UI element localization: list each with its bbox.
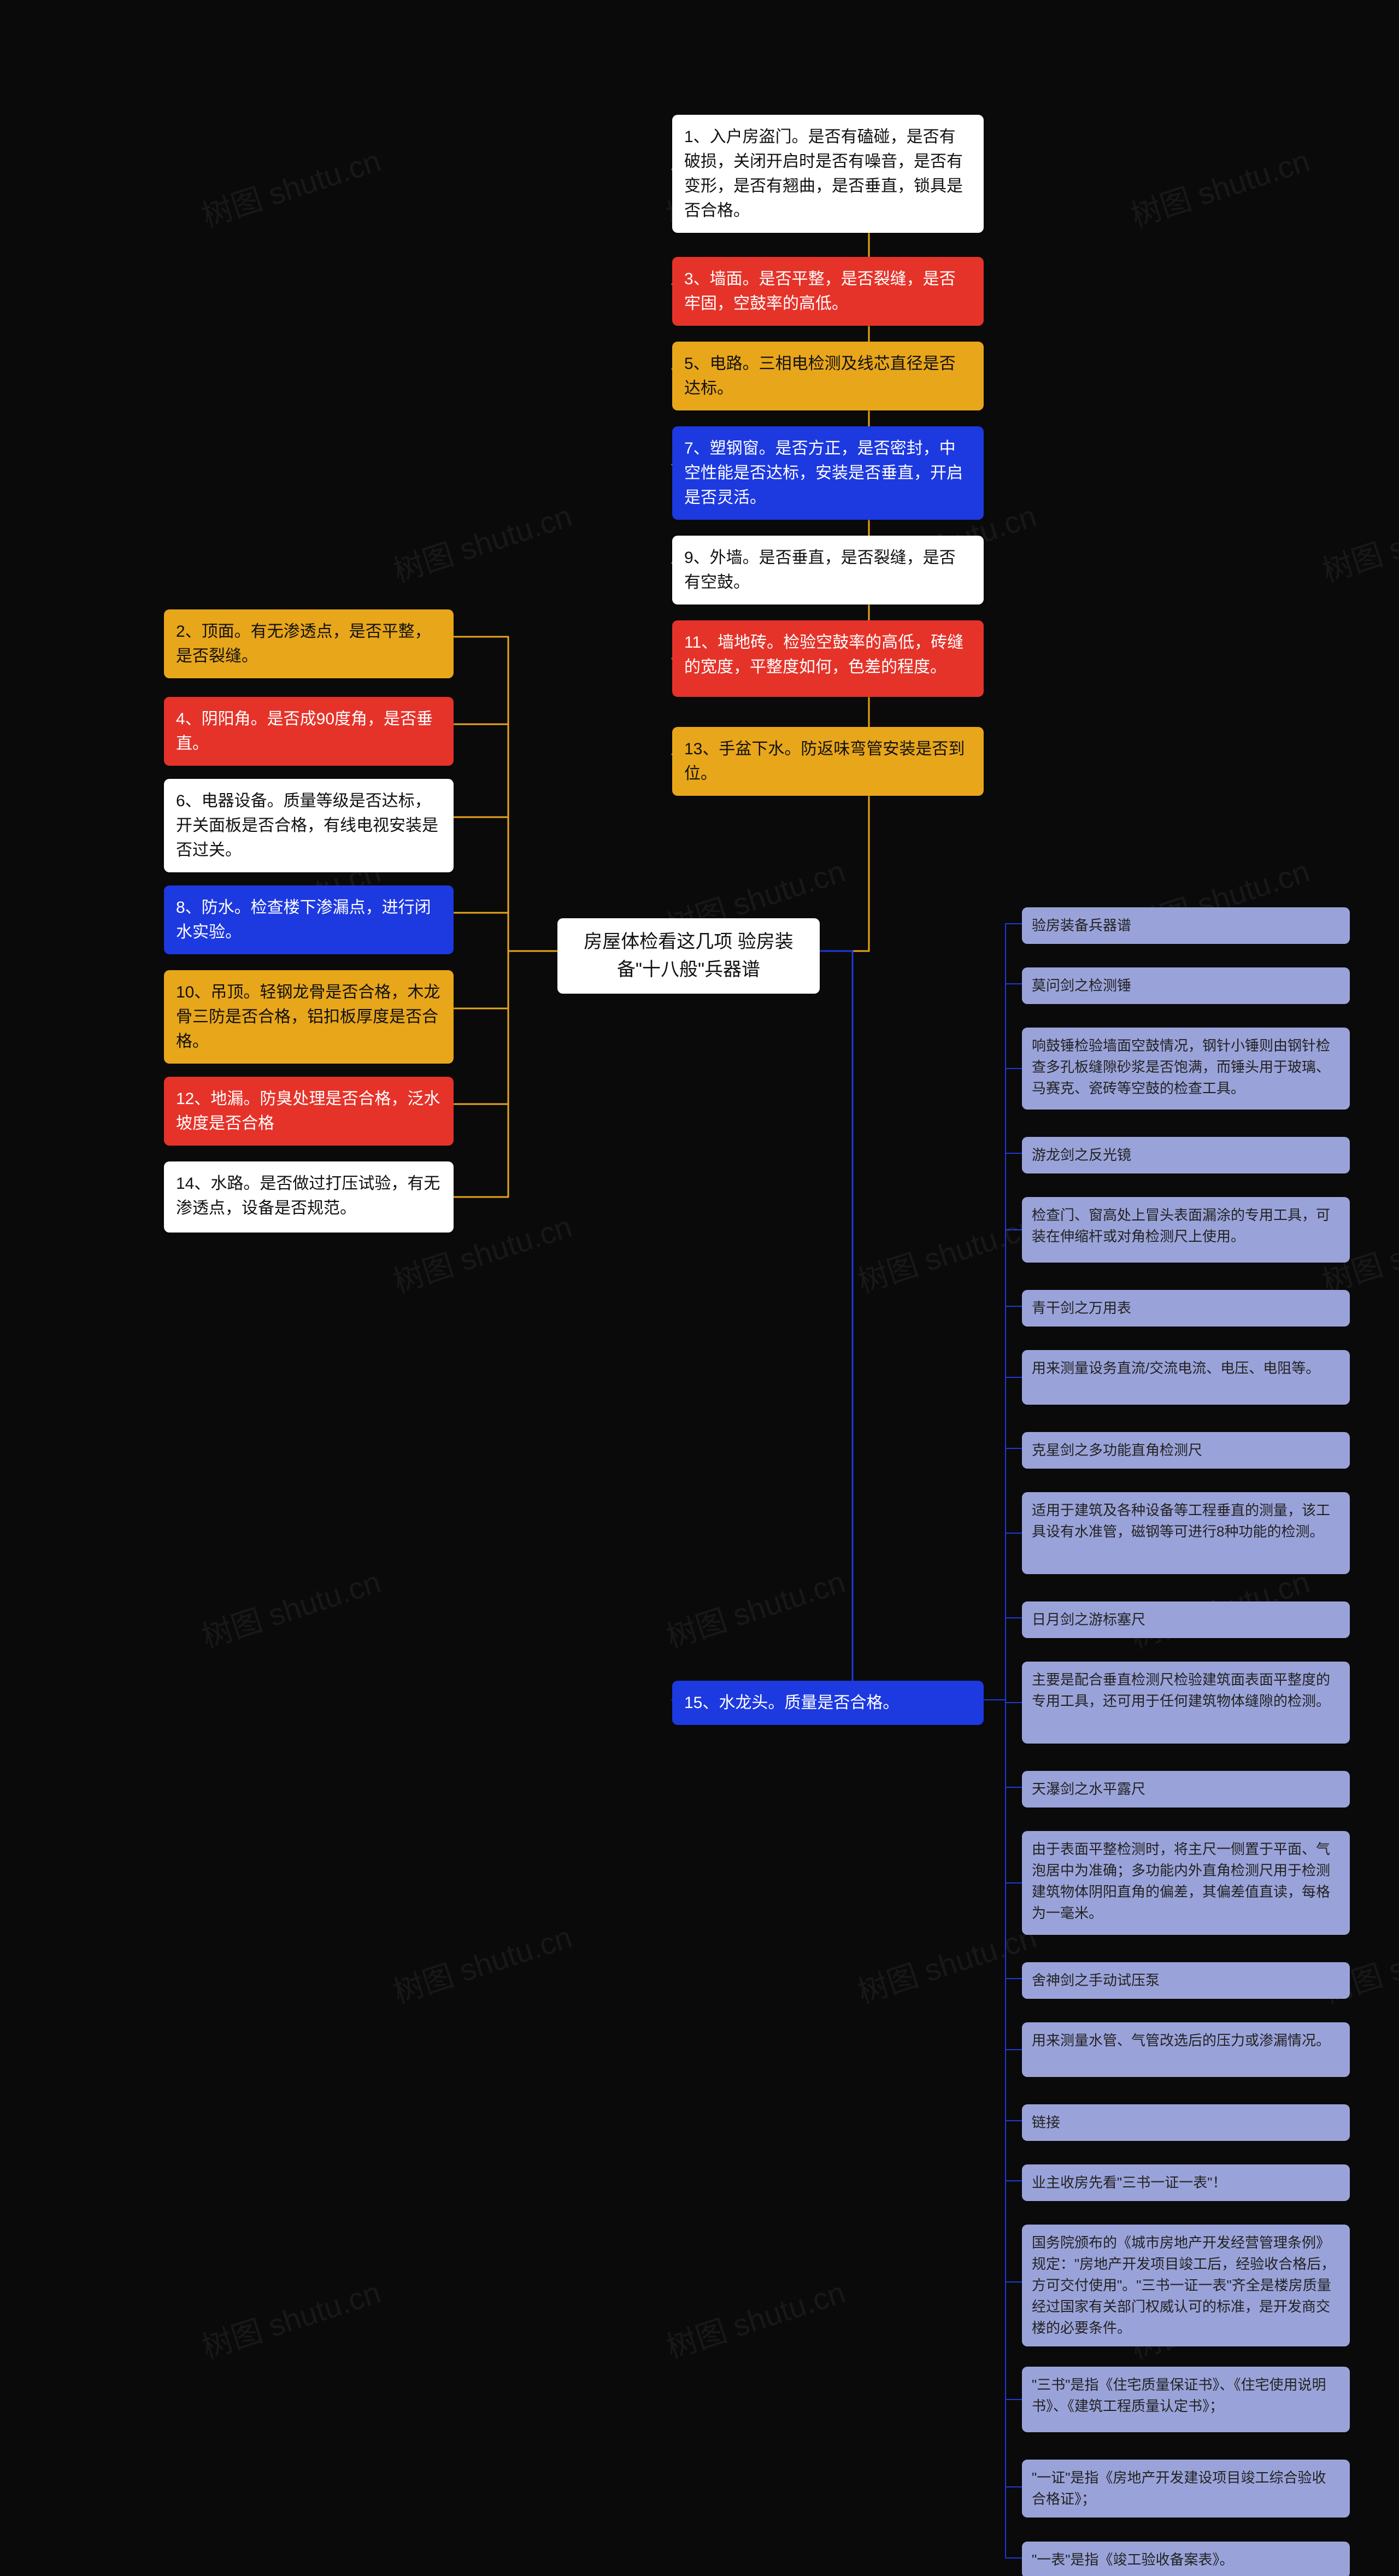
node-s18[interactable]: 国务院颁布的《城市房地产开发经营管理条例》规定："房地产开发项目竣工后，经验收合… [1022, 2225, 1350, 2346]
watermark: 树图 shutu.cn [195, 2268, 385, 2368]
node-label: 适用于建筑及各种设备等工程垂直的测量，该工具设有水准管，磁钢等可进行8种功能的检… [1032, 1502, 1330, 1540]
node-l2[interactable]: 2、顶面。有无渗透点，是否平整，是否裂缝。 [164, 609, 454, 678]
node-r1[interactable]: 1、入户房盗门。是否有磕碰，是否有破损，关闭开启时是否有噪音，是否有变形，是否有… [672, 115, 984, 233]
watermark: 树图 shutu.cn [1315, 492, 1399, 591]
node-s16[interactable]: 链接 [1022, 2104, 1350, 2141]
node-label: 用来测量设务直流/交流电流、电压、电阻等。 [1032, 1360, 1320, 1376]
node-s19[interactable]: "三书"是指《住宅质量保证书》、《住宅使用说明书》、《建筑工程质量认定书》； [1022, 2367, 1350, 2432]
node-r13[interactable]: 13、手盆下水。防返味弯管安装是否到位。 [672, 727, 984, 796]
node-label: 用来测量水管、气管改选后的压力或渗漏情况。 [1032, 2032, 1330, 2049]
node-s10[interactable]: 日月剑之游标塞尺 [1022, 1601, 1350, 1638]
watermark: 树图 shutu.cn [195, 137, 385, 236]
node-label: 6、电器设备。质量等级是否达标，开关面板是否合格，有线电视安装是否过关。 [176, 792, 438, 859]
node-label: 莫问剑之检测锤 [1032, 977, 1131, 994]
node-s7[interactable]: 用来测量设务直流/交流电流、电压、电阻等。 [1022, 1350, 1350, 1405]
node-s21[interactable]: "一表"是指《竣工验收备案表》。 [1022, 2542, 1350, 2576]
node-label: 1、入户房盗门。是否有磕碰，是否有破损，关闭开启时是否有噪音，是否有变形，是否有… [684, 128, 963, 220]
watermark: 树图 shutu.cn [660, 2268, 850, 2368]
node-label: 游龙剑之反光镜 [1032, 1147, 1131, 1163]
node-label: 舍神剑之手动试压泵 [1032, 1972, 1160, 1988]
node-r9[interactable]: 9、外墙。是否垂直，是否裂缝，是否有空鼓。 [672, 536, 984, 605]
node-s15[interactable]: 用来测量水管、气管改选后的压力或渗漏情况。 [1022, 2022, 1350, 2077]
node-label: 克星剑之多功能直角检测尺 [1032, 1442, 1202, 1458]
watermark: 树图 shutu.cn [195, 1558, 385, 1657]
node-l14[interactable]: 14、水路。是否做过打压试验，有无渗透点，设备是否规范。 [164, 1161, 454, 1233]
node-label: 13、手盆下水。防返味弯管安装是否到位。 [684, 740, 965, 783]
node-s3[interactable]: 响鼓锤检验墙面空鼓情况，钢针小锤则由钢针检查多孔板缝隙砂浆是否饱满，而锤头用于玻… [1022, 1028, 1350, 1110]
node-root[interactable]: 房屋体检看这几项 验房装备"十八般"兵器谱 [557, 918, 820, 994]
node-r3[interactable]: 3、墙面。是否平整，是否裂缝，是否牢固，空鼓率的高低。 [672, 257, 984, 326]
node-label: 12、地漏。防臭处理是否合格，泛水坡度是否合格 [176, 1090, 440, 1132]
node-label: 主要是配合垂直检测尺检验建筑面表面平整度的专用工具，还可用于任何建筑物体缝隙的检… [1032, 1671, 1330, 1709]
node-label: 业主收房先看"三书一证一表"！ [1032, 2174, 1226, 2191]
node-label: 4、阴阳角。是否成90度角，是否垂直。 [176, 710, 433, 753]
node-label: "三书"是指《住宅质量保证书》、《住宅使用说明书》、《建筑工程质量认定书》； [1032, 2377, 1326, 2414]
node-s8[interactable]: 克星剑之多功能直角检测尺 [1022, 1432, 1350, 1469]
node-label: 11、墙地砖。检验空鼓率的高低，砖缝的宽度，平整度如何，色差的程度。 [684, 633, 963, 676]
node-l4[interactable]: 4、阴阳角。是否成90度角，是否垂直。 [164, 697, 454, 766]
node-label: "一证"是指《房地产开发建设项目竣工综合验收合格证》； [1032, 2469, 1326, 2507]
watermark: 树图 shutu.cn [386, 1913, 577, 2012]
node-s2[interactable]: 莫问剑之检测锤 [1022, 967, 1350, 1004]
node-s5[interactable]: 检查门、窗高处上冒头表面漏涂的专用工具，可装在伸缩杆或对角检测尺上使用。 [1022, 1197, 1350, 1263]
node-s4[interactable]: 游龙剑之反光镜 [1022, 1137, 1350, 1173]
node-label: 响鼓锤检验墙面空鼓情况，钢针小锤则由钢针检查多孔板缝隙砂浆是否饱满，而锤头用于玻… [1032, 1037, 1330, 1096]
watermark: 树图 shutu.cn [851, 1913, 1041, 2012]
watermark: 树图 shutu.cn [851, 1202, 1041, 1302]
node-l10[interactable]: 10、吊顶。轻钢龙骨是否合格，木龙骨三防是否合格，铝扣板厚度是否合格。 [164, 970, 454, 1064]
watermark: 树图 shutu.cn [1124, 137, 1314, 236]
node-r11[interactable]: 11、墙地砖。检验空鼓率的高低，砖缝的宽度，平整度如何，色差的程度。 [672, 620, 984, 697]
node-label: 由于表面平整检测时，将主尺一侧置于平面、气泡居中为准确；多功能内外直角检测尺用于… [1032, 1841, 1330, 1921]
node-s20[interactable]: "一证"是指《房地产开发建设项目竣工综合验收合格证》； [1022, 2460, 1350, 2518]
node-label: 14、水路。是否做过打压试验，有无渗透点，设备是否规范。 [176, 1175, 440, 1217]
node-s6[interactable]: 青干剑之万用表 [1022, 1290, 1350, 1327]
node-s12[interactable]: 天瀑剑之水平露尺 [1022, 1771, 1350, 1808]
node-label: 3、墙面。是否平整，是否裂缝，是否牢固，空鼓率的高低。 [684, 270, 956, 313]
node-l6[interactable]: 6、电器设备。质量等级是否达标，开关面板是否合格，有线电视安装是否过关。 [164, 779, 454, 872]
node-label: 房屋体检看这几项 验房装备"十八般"兵器谱 [584, 931, 793, 980]
node-label: 日月剑之游标塞尺 [1032, 1611, 1145, 1628]
node-label: 2、顶面。有无渗透点，是否平整，是否裂缝。 [176, 623, 431, 665]
node-label: 国务院颁布的《城市房地产开发经营管理条例》规定："房地产开发项目竣工后，经验收合… [1032, 2234, 1335, 2336]
node-s1[interactable]: 验房装备兵器谱 [1022, 907, 1350, 944]
node-label: 链接 [1032, 2114, 1060, 2131]
node-label: "一表"是指《竣工验收备案表》。 [1032, 2551, 1233, 2568]
node-label: 8、防水。检查楼下渗漏点，进行闭水实验。 [176, 899, 431, 941]
node-r15[interactable]: 15、水龙头。质量是否合格。 [672, 1681, 984, 1725]
node-label: 15、水龙头。质量是否合格。 [684, 1694, 899, 1712]
node-r7[interactable]: 7、塑钢窗。是否方正，是否密封，中空性能是否达标，安装是否垂直，开启是否灵活。 [672, 426, 984, 520]
node-label: 天瀑剑之水平露尺 [1032, 1781, 1145, 1797]
node-s17[interactable]: 业主收房先看"三书一证一表"！ [1022, 2164, 1350, 2201]
watermark: 树图 shutu.cn [386, 492, 577, 591]
node-l12[interactable]: 12、地漏。防臭处理是否合格，泛水坡度是否合格 [164, 1077, 454, 1146]
node-r5[interactable]: 5、电路。三相电检测及线芯直径是否达标。 [672, 342, 984, 410]
node-s9[interactable]: 适用于建筑及各种设备等工程垂直的测量，该工具设有水准管，磁钢等可进行8种功能的检… [1022, 1492, 1350, 1574]
node-label: 10、吊顶。轻钢龙骨是否合格，木龙骨三防是否合格，铝扣板厚度是否合格。 [176, 983, 440, 1051]
node-s13[interactable]: 由于表面平整检测时，将主尺一侧置于平面、气泡居中为准确；多功能内外直角检测尺用于… [1022, 1831, 1350, 1935]
node-label: 9、外墙。是否垂直，是否裂缝，是否有空鼓。 [684, 549, 956, 591]
node-s14[interactable]: 舍神剑之手动试压泵 [1022, 1962, 1350, 1999]
node-label: 验房装备兵器谱 [1032, 917, 1131, 934]
watermark: 树图 shutu.cn [660, 1558, 850, 1657]
node-label: 青干剑之万用表 [1032, 1300, 1131, 1316]
node-label: 7、塑钢窗。是否方正，是否密封，中空性能是否达标，安装是否垂直，开启是否灵活。 [684, 439, 963, 507]
node-label: 5、电路。三相电检测及线芯直径是否达标。 [684, 355, 956, 397]
node-label: 检查门、窗高处上冒头表面漏涂的专用工具，可装在伸缩杆或对角检测尺上使用。 [1032, 1207, 1330, 1245]
node-l8[interactable]: 8、防水。检查楼下渗漏点，进行闭水实验。 [164, 885, 454, 954]
node-s11[interactable]: 主要是配合垂直检测尺检验建筑面表面平整度的专用工具，还可用于任何建筑物体缝隙的检… [1022, 1662, 1350, 1744]
mindmap-stage: 树图 shutu.cn 树图 shutu.cn 树图 shutu.cn 树图 shut… [0, 0, 1399, 2576]
